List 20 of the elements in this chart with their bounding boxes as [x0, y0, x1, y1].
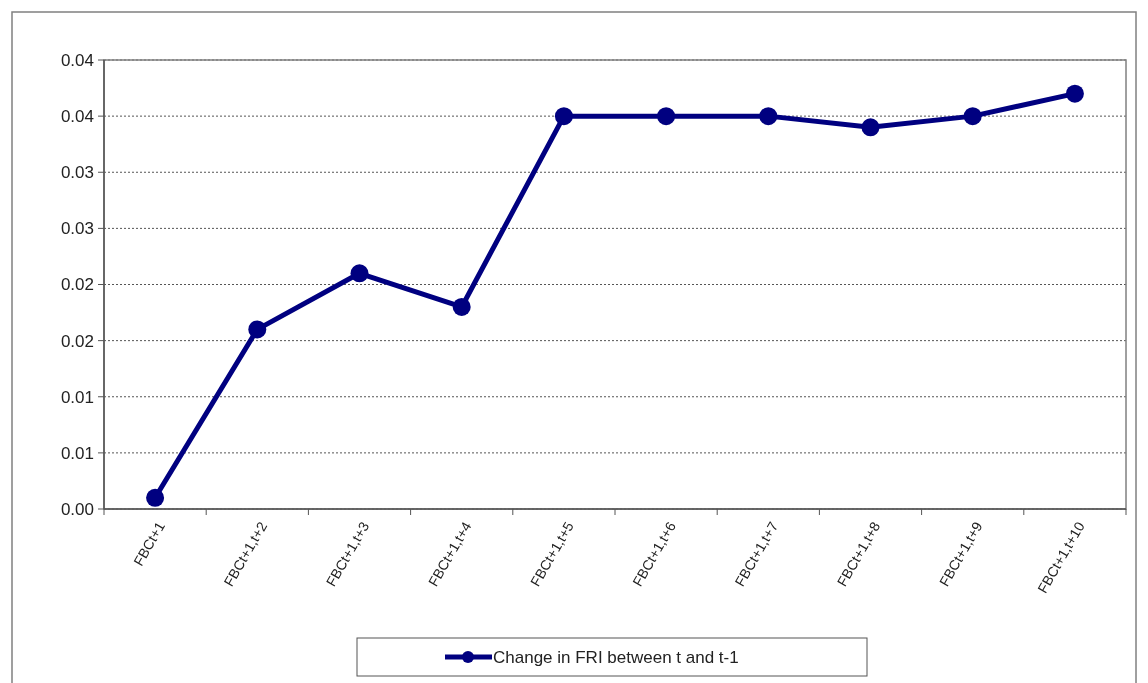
point [1065, 84, 1084, 103]
point [861, 118, 880, 137]
point [657, 107, 676, 126]
point [452, 297, 471, 316]
point [759, 107, 778, 126]
y-tick-label: 0.00 [60, 499, 94, 519]
y-tick-label: 0.01 [60, 443, 94, 463]
point [554, 107, 573, 126]
point [146, 488, 165, 507]
y-tick-label: 0.03 [60, 219, 94, 239]
point [350, 264, 369, 283]
y-tick-label: 0.01 [60, 387, 94, 407]
point [963, 107, 982, 126]
y-tick-label: 0.02 [60, 331, 94, 351]
y-tick-label: 0.04 [60, 107, 94, 127]
y-tick-label: 0.02 [60, 275, 94, 295]
y-tick-label: 0.04 [60, 50, 94, 70]
point [248, 320, 267, 339]
legend-label: Change in FRI between t and t-1 [493, 647, 739, 667]
y-tick-label: 0.03 [60, 163, 94, 183]
